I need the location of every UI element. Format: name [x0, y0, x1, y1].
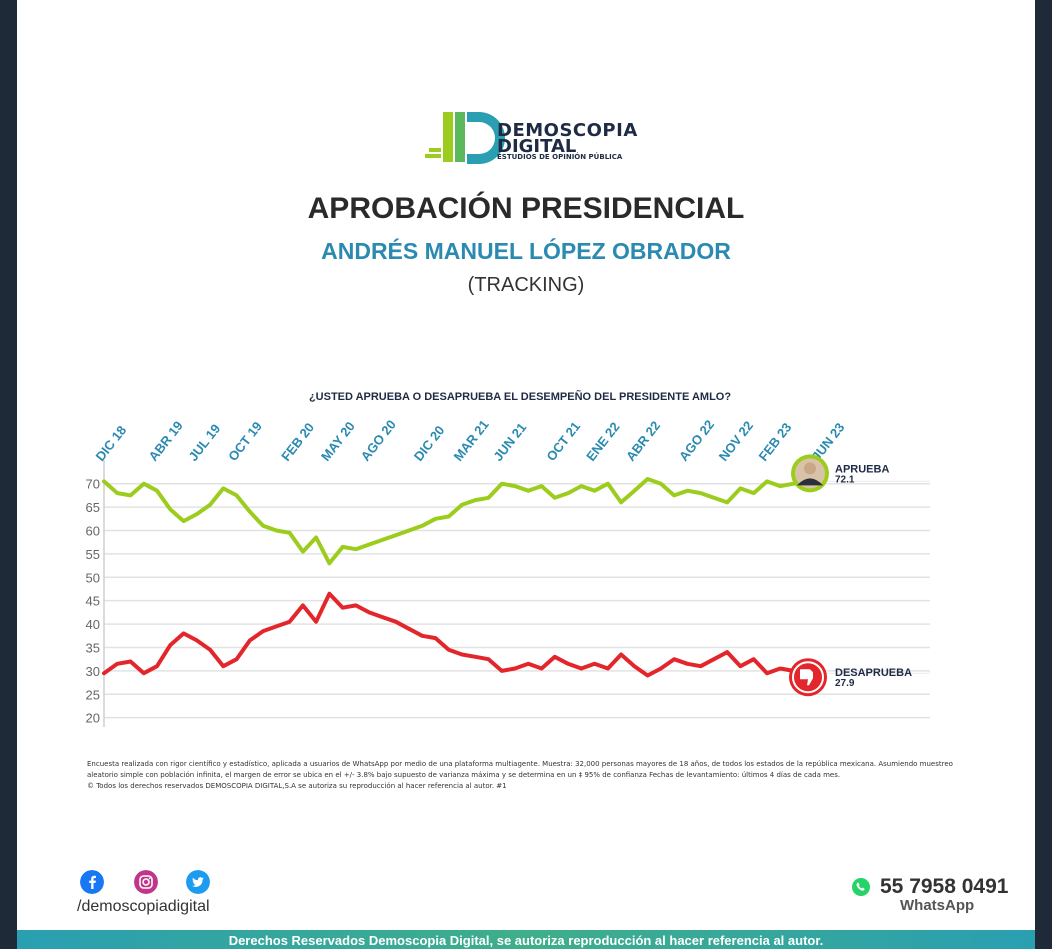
x-tick-label: MAY 20	[318, 419, 358, 464]
y-tick-label: 50	[86, 570, 100, 585]
whatsapp-icon	[852, 878, 870, 896]
x-tick-label: OCT 21	[543, 419, 583, 464]
page-subtitle: ANDRÉS MANUEL LÓPEZ OBRADOR	[321, 238, 731, 264]
y-tick-label: 40	[86, 617, 100, 632]
series-value-desaprueba: 27.9	[835, 678, 855, 689]
facebook-icon[interactable]	[80, 870, 104, 894]
y-tick-label: 70	[86, 477, 100, 492]
x-tick-label: OCT 19	[225, 419, 265, 464]
y-tick-label: 30	[86, 664, 100, 679]
x-tick-label: DIC 20	[411, 423, 448, 464]
series-name-desaprueba: DESAPRUEBA	[835, 667, 912, 679]
footnote-line3: © Todos los derechos reservados DEMOSCOP…	[87, 782, 507, 790]
avatar-suit	[797, 478, 823, 486]
x-tick-label: AGO 22	[676, 417, 717, 464]
x-tick-label: NOV 22	[716, 418, 756, 464]
y-tick-label: 25	[86, 687, 100, 702]
brand-tagline: ESTUDIOS DE OPINIÓN PÚBLICA	[497, 153, 623, 161]
left-frame	[0, 0, 17, 949]
x-tick-label: JUL 19	[185, 421, 223, 464]
series-line-aprueba	[102, 477, 822, 566]
methodology-footnote: Encuesta realizada con rigor científico …	[87, 759, 967, 792]
whatsapp-phone[interactable]: 55 7958 0491	[880, 875, 1009, 898]
x-tick-label: JUN 21	[490, 420, 529, 464]
series-name-aprueba: APRUEBA	[835, 463, 889, 475]
y-tick-label: 45	[86, 594, 100, 609]
x-tick-label: FEB 23	[756, 420, 795, 464]
x-tick-label: MAR 21	[451, 417, 492, 464]
tracking-label: (TRACKING)	[467, 274, 585, 296]
x-tick-label: ABR 22	[623, 418, 663, 464]
x-tick-label: ABR 19	[146, 418, 186, 464]
footnote-line2: aleatorio simple con población infinita,…	[87, 771, 841, 779]
brand-name-line2: DIGITAL	[497, 136, 577, 157]
footnote-line1: Encuesta realizada con rigor científico …	[87, 760, 953, 768]
whatsapp-label: WhatsApp	[900, 897, 975, 914]
copyright-banner	[17, 930, 1035, 949]
x-tick-label: ENE 22	[583, 419, 622, 464]
right-frame	[1035, 0, 1052, 949]
x-tick-label: FEB 20	[278, 420, 317, 464]
y-tick-label: 35	[86, 640, 100, 655]
page-title: APROBACIÓN PRESIDENCIAL	[307, 192, 745, 225]
y-tick-label: 60	[86, 524, 100, 539]
y-tick-label: 55	[86, 547, 100, 562]
x-tick-label: DIC 18	[93, 423, 130, 464]
x-tick-label: AGO 20	[358, 417, 399, 464]
y-tick-label: 20	[86, 711, 100, 726]
thumbs-down-glyph	[800, 669, 813, 686]
series-line-desaprueba	[102, 591, 822, 678]
copyright-text: Derechos Reservados Demoscopia Digital, …	[228, 933, 824, 948]
social-handle[interactable]: /demoscopiadigital	[77, 898, 210, 915]
approval-line-chart: DIC 18 ABR 19 JUL 19 OCT 19 FEB 20 MAY 20 AGO …	[86, 417, 930, 727]
chart-question: ¿USTED APRUEBA O DESAPRUEBA EL DESEMPEÑO…	[308, 391, 732, 403]
avatar-face	[804, 462, 816, 475]
instagram-icon[interactable]	[134, 870, 158, 894]
y-tick-label: 65	[86, 500, 100, 515]
thumbs-down-ring	[792, 661, 824, 694]
brand-name-line1: DEMOSCOPIA	[497, 120, 638, 141]
twitter-icon[interactable]	[186, 870, 210, 894]
brand-logo	[425, 112, 505, 164]
series-value-aprueba: 72.1	[835, 474, 855, 485]
